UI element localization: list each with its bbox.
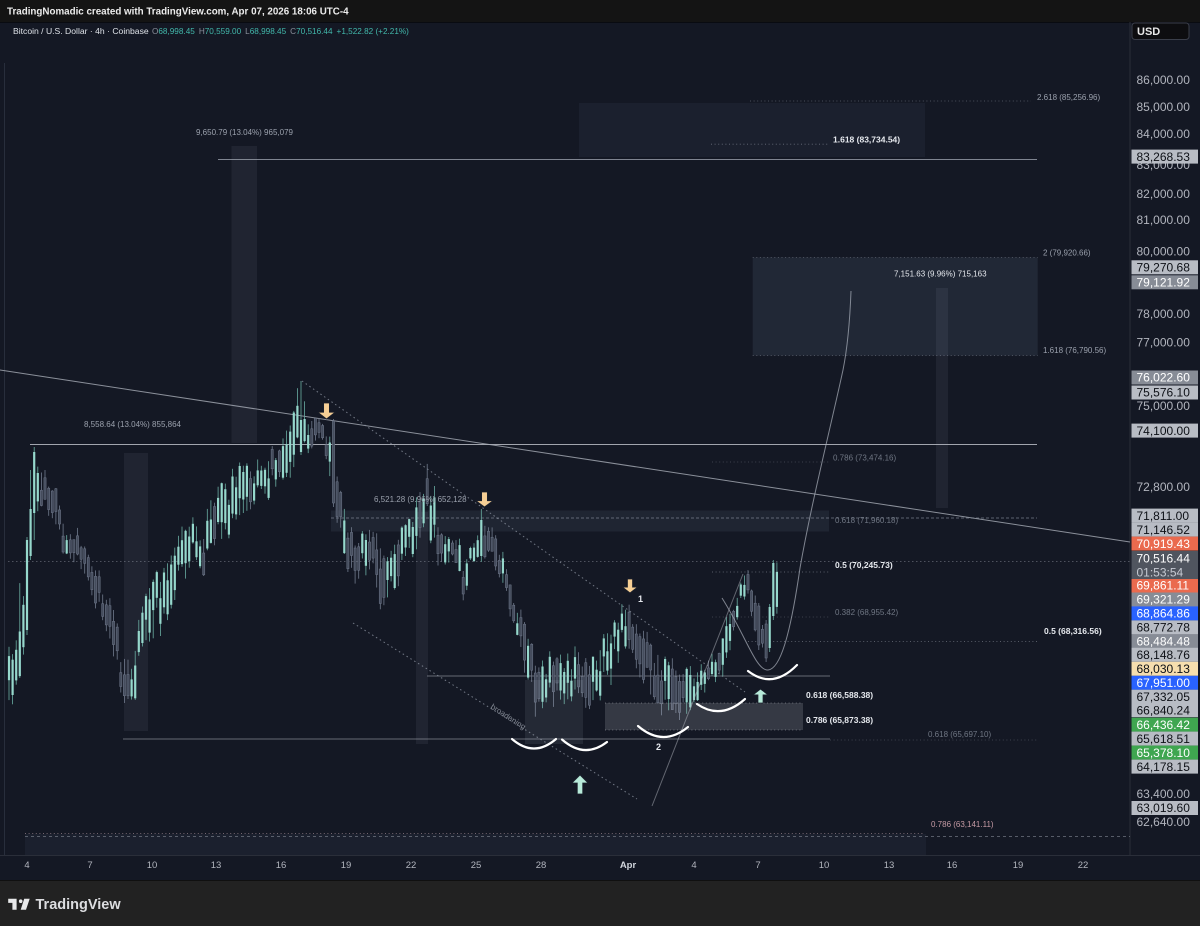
svg-text:0.618 (71,960.18): 0.618 (71,960.18) [835, 516, 898, 525]
svg-text:2.618 (85,256.96): 2.618 (85,256.96) [1037, 93, 1100, 102]
svg-text:10: 10 [147, 860, 158, 871]
svg-text:76,022.60: 76,022.60 [1137, 371, 1191, 385]
svg-text:65,378.10: 65,378.10 [1137, 746, 1191, 760]
svg-text:81,000.00: 81,000.00 [1137, 213, 1191, 227]
svg-text:28: 28 [536, 860, 547, 871]
svg-text:01:53:54: 01:53:54 [1137, 566, 1184, 580]
svg-text:63,019.60: 63,019.60 [1137, 801, 1191, 815]
svg-text:84,000.00: 84,000.00 [1137, 127, 1191, 141]
svg-text:62,640.00: 62,640.00 [1137, 815, 1191, 829]
svg-text:13: 13 [884, 860, 895, 871]
svg-text:0.786 (73,474.16): 0.786 (73,474.16) [833, 454, 896, 463]
svg-text:USD: USD [1137, 26, 1160, 38]
svg-text:8,558.64 (13.04%) 855,864: 8,558.64 (13.04%) 855,864 [84, 420, 182, 429]
svg-text:22: 22 [406, 860, 417, 871]
svg-text:0.5 (68,316.56): 0.5 (68,316.56) [1044, 626, 1102, 636]
svg-text:9,650.79 (13.04%) 965,079: 9,650.79 (13.04%) 965,079 [196, 128, 294, 137]
svg-text:67,951.00: 67,951.00 [1137, 676, 1191, 690]
svg-text:0.786 (65,873.38): 0.786 (65,873.38) [806, 715, 873, 725]
svg-text:68,030.13: 68,030.13 [1137, 662, 1191, 676]
svg-text:0.382 (68,955.42): 0.382 (68,955.42) [835, 608, 898, 617]
svg-text:Apr: Apr [620, 860, 637, 871]
svg-text:4: 4 [24, 860, 29, 871]
svg-text:80,000.00: 80,000.00 [1137, 245, 1191, 259]
svg-text:86,000.00: 86,000.00 [1137, 73, 1191, 87]
svg-text:79,121.92: 79,121.92 [1137, 276, 1191, 290]
svg-text:1.618 (76,790.56): 1.618 (76,790.56) [1043, 346, 1106, 355]
svg-text:4: 4 [691, 860, 696, 871]
svg-text:72,800.00: 72,800.00 [1137, 480, 1191, 494]
svg-text:25: 25 [471, 860, 482, 871]
svg-text:0.618 (66,588.38): 0.618 (66,588.38) [806, 690, 873, 700]
svg-text:19: 19 [1013, 860, 1024, 871]
svg-text:68,484.48: 68,484.48 [1137, 635, 1191, 649]
svg-text:64,178.15: 64,178.15 [1137, 760, 1191, 774]
svg-text:16: 16 [276, 860, 287, 871]
svg-text:69,861.11: 69,861.11 [1137, 579, 1190, 593]
svg-text:19: 19 [341, 860, 352, 871]
svg-text:71,811.00: 71,811.00 [1137, 509, 1190, 523]
svg-text:74,100.00: 74,100.00 [1137, 424, 1191, 438]
svg-text:70,516.44: 70,516.44 [1137, 552, 1191, 566]
svg-text:65,618.51: 65,618.51 [1137, 732, 1191, 746]
svg-text:79,270.68: 79,270.68 [1137, 261, 1191, 275]
svg-text:Bitcoin / U.S. Dollar · 4h · C: Bitcoin / U.S. Dollar · 4h · Coinbase [13, 26, 149, 36]
svg-text:7,151.63 (9.96%) 715,163: 7,151.63 (9.96%) 715,163 [894, 270, 987, 279]
svg-text:6,521.28 (9.96%) 652,128: 6,521.28 (9.96%) 652,128 [374, 495, 467, 504]
svg-text:66,436.42: 66,436.42 [1137, 718, 1191, 732]
svg-text:68,148.76: 68,148.76 [1137, 648, 1191, 662]
svg-text:68,772.78: 68,772.78 [1137, 621, 1191, 635]
svg-text:63,400.00: 63,400.00 [1137, 787, 1191, 801]
svg-text:75,576.10: 75,576.10 [1137, 386, 1191, 400]
svg-text:16: 16 [947, 860, 958, 871]
svg-text:7: 7 [755, 860, 760, 871]
svg-text:13: 13 [211, 860, 222, 871]
svg-text:68,864.86: 68,864.86 [1137, 607, 1191, 621]
svg-text:82,000.00: 82,000.00 [1137, 187, 1191, 201]
svg-text:1.618 (83,734.54): 1.618 (83,734.54) [833, 135, 900, 145]
svg-text:TradingView: TradingView [36, 897, 122, 913]
svg-text:75,000.00: 75,000.00 [1137, 399, 1191, 413]
svg-text:70,919.43: 70,919.43 [1137, 537, 1191, 551]
svg-text:2: 2 [656, 742, 661, 752]
svg-text:77,000.00: 77,000.00 [1137, 335, 1191, 349]
svg-text:0.786 (63,141.11): 0.786 (63,141.11) [931, 820, 994, 829]
svg-text:66,840.24: 66,840.24 [1137, 703, 1191, 717]
svg-text:78,000.00: 78,000.00 [1137, 307, 1191, 321]
svg-text:0.5 (70,245.73): 0.5 (70,245.73) [835, 560, 893, 570]
svg-text:7: 7 [87, 860, 92, 871]
svg-text:83,268.53: 83,268.53 [1137, 150, 1191, 164]
svg-text:67,332.05: 67,332.05 [1137, 690, 1191, 704]
svg-text:0.618 (65,697.10): 0.618 (65,697.10) [928, 730, 991, 739]
svg-text:22: 22 [1078, 860, 1089, 871]
svg-text:10: 10 [819, 860, 830, 871]
svg-text:71,146.52: 71,146.52 [1137, 523, 1191, 537]
svg-text:69,321.29: 69,321.29 [1137, 593, 1191, 607]
svg-text:85,000.00: 85,000.00 [1137, 100, 1191, 114]
svg-text:2 (79,920.66): 2 (79,920.66) [1043, 249, 1091, 258]
svg-text:1: 1 [638, 594, 643, 604]
svg-text:TradingNomadic created with Tr: TradingNomadic created with TradingView.… [7, 7, 349, 18]
